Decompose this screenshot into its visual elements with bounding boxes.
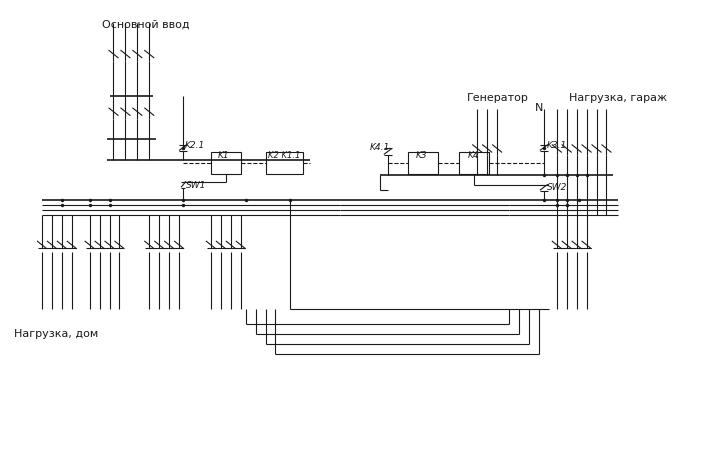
Text: K4: K4 <box>467 151 479 160</box>
Text: K4.1: K4.1 <box>370 143 390 151</box>
Text: K1: K1 <box>218 151 230 160</box>
Text: Основной ввод: Основной ввод <box>101 19 189 29</box>
Bar <box>408 153 438 174</box>
Text: SW1: SW1 <box>186 181 207 190</box>
Text: K3.1: K3.1 <box>547 140 567 149</box>
Text: K2 K1.1: K2 K1.1 <box>267 151 300 160</box>
Text: SW2: SW2 <box>547 183 568 192</box>
Text: Нагрузка, дом: Нагрузка, дом <box>14 329 98 339</box>
Text: K3: K3 <box>416 151 427 160</box>
Text: K2.1: K2.1 <box>185 140 205 149</box>
Text: N: N <box>535 103 543 113</box>
Bar <box>459 153 489 174</box>
Bar <box>265 153 303 174</box>
Text: Нагрузка, гараж: Нагрузка, гараж <box>569 93 667 103</box>
Text: Генератор: Генератор <box>467 93 529 103</box>
Bar <box>211 153 241 174</box>
